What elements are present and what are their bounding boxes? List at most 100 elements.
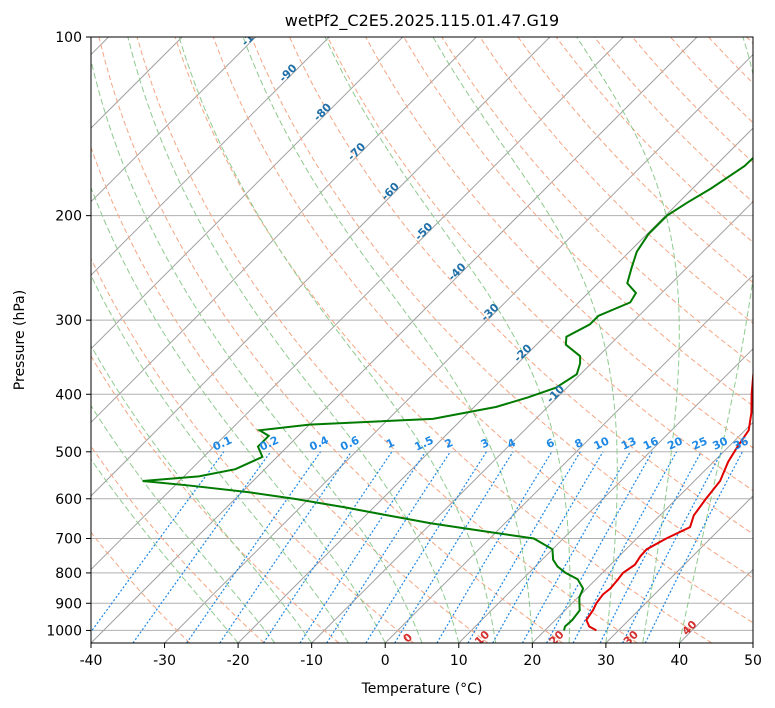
isotherm-line xyxy=(605,495,753,643)
isotherm-label: -40 xyxy=(445,260,468,283)
mixing-ratio-line xyxy=(394,451,514,643)
dry-adiabat-line xyxy=(555,37,753,243)
isotherm-line xyxy=(91,37,257,203)
dry-adiabat-line xyxy=(593,37,753,203)
isotherm-line xyxy=(679,568,753,643)
sounding-traces xyxy=(142,156,753,632)
dry-adiabat-line xyxy=(517,37,753,284)
mixing-ratio-line xyxy=(365,451,487,643)
dry-adiabat-line xyxy=(91,445,265,643)
isotherm-label: -70 xyxy=(345,140,368,163)
isotherm-label: -100 xyxy=(239,20,268,49)
isotherm-line xyxy=(311,200,753,643)
moist-adiabat-line xyxy=(324,37,571,643)
moist-adiabat-line xyxy=(91,61,423,643)
mixing-ratio-label: 25 xyxy=(690,434,709,452)
isotherm-line xyxy=(752,642,753,643)
dry-adiabat-line xyxy=(441,37,753,365)
y-tick-label: 900 xyxy=(55,596,82,612)
mixing-ratio-label: 0.4 xyxy=(307,433,330,453)
x-tick-label: 10 xyxy=(450,653,468,669)
mixing-ratio-label: 0.6 xyxy=(338,433,361,453)
plot-frame xyxy=(90,36,754,644)
isotherm-line xyxy=(164,53,753,643)
x-tick-label: -40 xyxy=(80,653,103,669)
mixing-ratio-line xyxy=(132,451,272,643)
isobar-lines xyxy=(91,37,753,631)
isotherm-lines xyxy=(91,37,753,643)
x-axis-ticks: -40 -30 -20 -10 0 10 20 30 40 50 xyxy=(80,643,762,669)
moist-adiabat-line xyxy=(91,344,313,643)
isotherm-line xyxy=(531,421,753,643)
mixing-ratio-label: 13 xyxy=(619,434,638,452)
y-tick-label: 800 xyxy=(55,566,82,582)
mixing-ratio-label: 30 xyxy=(711,434,731,452)
moist-adiabat-line xyxy=(91,186,386,643)
dry-adiabat-label: 40 xyxy=(680,618,700,638)
mixing-ratio-line xyxy=(599,451,702,643)
moist-adiabat-line xyxy=(432,37,618,643)
dewpoint-trace xyxy=(142,156,753,631)
mixing-ratio-label: 36 xyxy=(731,434,751,452)
moist-adiabat-line xyxy=(91,274,349,643)
plot-area: 0.1 0.2 0.4 0.6 1 1.5 2 3 4 6 8 10 13 16 20 25 30 360 10 20… xyxy=(91,20,753,643)
x-tick-label: 30 xyxy=(597,653,615,669)
x-tick-label: 0 xyxy=(381,653,390,669)
x-tick-label: -30 xyxy=(153,653,176,669)
mixing-ratio-label: 0.2 xyxy=(258,434,281,454)
x-tick-label: 50 xyxy=(744,653,762,669)
mixing-ratio-line xyxy=(299,451,427,643)
isotherm-line xyxy=(237,127,753,643)
dry-adiabat-line xyxy=(136,37,638,643)
y-tick-label: 700 xyxy=(55,532,82,548)
x-tick-label: 40 xyxy=(671,653,689,669)
dry-adiabat-line xyxy=(91,146,489,643)
chart-title: wetPf2_C2E5.2025.115.01.47.G19 xyxy=(285,11,559,31)
mixing-ratio-line xyxy=(91,451,225,633)
dry-adiabat-line xyxy=(746,37,753,45)
mixing-ratio-label: 0.1 xyxy=(211,434,234,454)
moist-adiabat-line xyxy=(242,37,533,643)
dry-adiabat-line xyxy=(403,37,753,407)
dry-adiabat-line xyxy=(670,37,753,124)
dry-adiabat-line xyxy=(479,37,753,324)
x-axis-label: Temperature (°C) xyxy=(361,681,483,697)
moist-adiabat-line xyxy=(678,37,753,643)
dry-adiabat-line xyxy=(174,37,713,643)
isotherm-line xyxy=(458,348,753,643)
isotherm-label: -10 xyxy=(544,382,567,405)
isotherm-line xyxy=(91,37,551,497)
dry-adiabat-line xyxy=(708,37,753,84)
dry-adiabat-lines xyxy=(91,37,753,643)
isotherm-line xyxy=(91,37,477,424)
y-tick-label: 600 xyxy=(55,492,82,508)
dry-adiabat-line xyxy=(327,37,753,492)
y-axis-ticks: 100 200 300 400 500 600 700 800 900 1000 xyxy=(46,30,91,639)
y-tick-label: 100 xyxy=(55,30,82,46)
isotherm-label: -60 xyxy=(379,180,402,203)
y-tick-label: 300 xyxy=(55,313,82,329)
moist-adiabat-line xyxy=(91,404,276,643)
mixing-ratio-line xyxy=(219,451,352,643)
dry-adiabat-line xyxy=(631,37,753,163)
y-tick-label: 400 xyxy=(55,387,82,403)
dry-adiabat-line xyxy=(91,531,191,643)
mixing-ratio-label: 1 xyxy=(384,436,396,451)
isotherm-label: -80 xyxy=(311,100,334,123)
mixing-ratio-line xyxy=(492,451,604,643)
mixing-ratio-label: 1.5 xyxy=(412,434,435,454)
mixing-ratio-line xyxy=(622,451,723,643)
dry-adiabat-line xyxy=(250,37,753,579)
mixing-ratio-label: 20 xyxy=(665,434,685,452)
isotherm-line xyxy=(91,37,404,350)
mixing-ratio-line xyxy=(644,451,743,643)
isotherm-line xyxy=(91,37,624,571)
temperature-trace xyxy=(585,371,753,632)
isotherm-label: -20 xyxy=(511,341,534,364)
dry-adiabat-line xyxy=(91,355,340,643)
isotherm-line xyxy=(384,274,753,643)
y-tick-label: 1000 xyxy=(46,623,82,639)
mixing-ratio-line xyxy=(572,451,678,643)
mixing-ratio-line xyxy=(263,451,393,643)
